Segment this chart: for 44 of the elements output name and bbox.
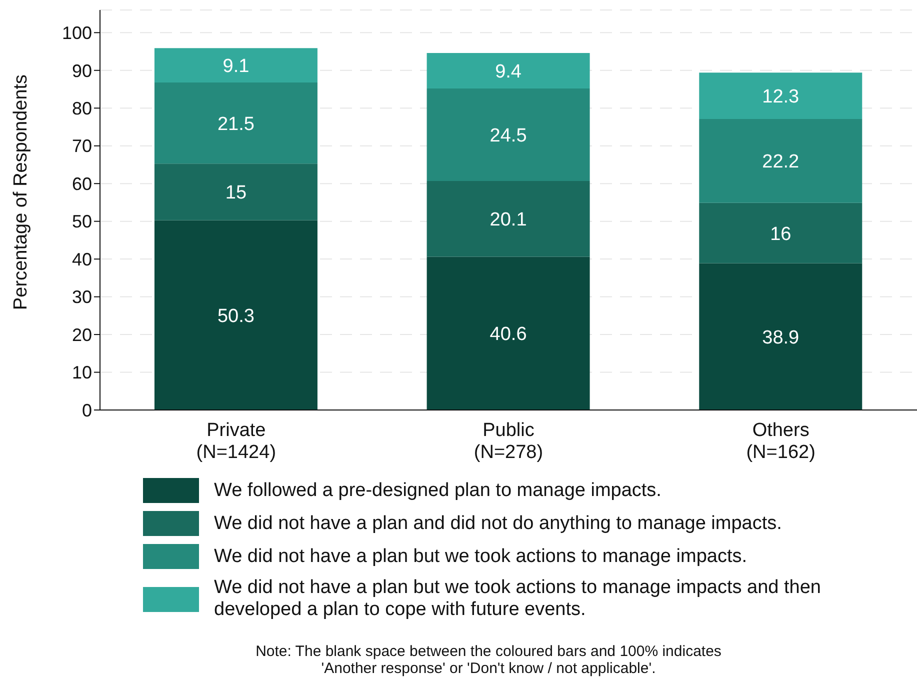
y-tick-label: 60 [72, 174, 92, 194]
bar [154, 220, 318, 410]
data-label: 22.2 [762, 152, 800, 173]
bar [699, 72, 862, 120]
bar [699, 263, 862, 410]
data-label: 21.5 [217, 114, 254, 135]
bar [154, 82, 318, 164]
bar [426, 53, 590, 88]
bar [154, 164, 318, 220]
y-tick-label: 100 [62, 23, 92, 44]
data-label: 50.3 [217, 306, 254, 327]
data-label: 38.9 [762, 327, 800, 348]
text: Note: The blank space between the coloured bars and 100% indicates 'Another response' or 'Don't know / not applicable'. [254, 643, 722, 677]
y-tick-label: 0 [82, 400, 92, 420]
y-tick-label: 20 [72, 324, 92, 345]
bar [426, 88, 590, 181]
x-tick-label: Private (N=1424) [196, 420, 276, 463]
y-tick-label: 90 [72, 60, 92, 81]
legend-label: We did not have a plan but we took actions to manage impacts and then developed a plan to cope with future events. [214, 577, 822, 621]
x-tick-label: Public (N=278) [474, 420, 544, 463]
x-tick-label: Others (N=162) [746, 420, 816, 463]
data-label: 16 [770, 224, 792, 245]
data-label: 40.6 [490, 324, 527, 346]
legend-label: We followed a pre-designed plan to manage impacts. [214, 480, 662, 502]
bar [699, 119, 862, 203]
data-label: 15 [225, 182, 247, 204]
legend-label: We did not have a plan but we took actions to manage impacts. [214, 546, 748, 568]
bar [154, 48, 318, 82]
bar [426, 180, 590, 257]
data-label: 24.5 [490, 125, 527, 146]
bar [426, 256, 590, 410]
y-tick-label: 50 [72, 212, 92, 232]
data-label: 12.3 [762, 86, 800, 108]
y-tick-label: 70 [72, 136, 92, 156]
data-label: 9.1 [222, 56, 250, 78]
legend-label: We did not have a plan and did not do anything to manage impacts. [214, 512, 783, 534]
y-tick-label: 10 [72, 362, 92, 383]
y-tick-label: 30 [72, 287, 92, 308]
data-label: 20.1 [490, 210, 527, 231]
y-tick-label: 80 [72, 98, 92, 119]
bar [699, 202, 862, 264]
data-label: 9.4 [495, 62, 522, 82]
y-tick-label: 40 [72, 249, 92, 270]
y-axis-title: Percentage of Respondents [10, 74, 32, 310]
